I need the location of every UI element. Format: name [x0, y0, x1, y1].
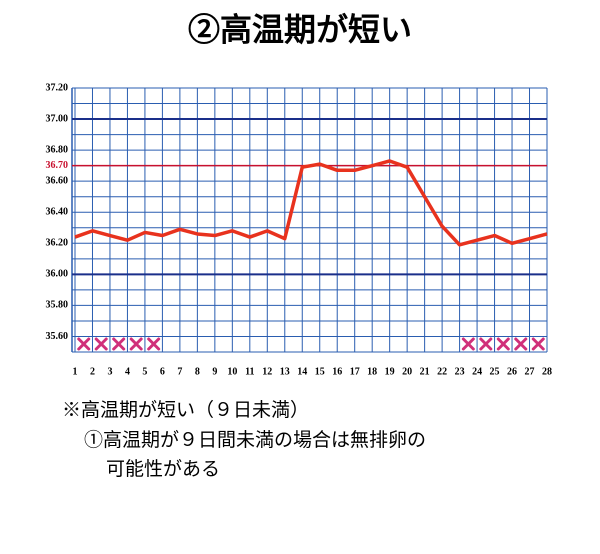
x-tick-label: 11: [245, 366, 254, 377]
cross-mark: [514, 337, 528, 351]
note: ※高温期が短い（９日未満）: [62, 399, 309, 421]
x-tick-label: 12: [262, 366, 272, 377]
x-tick-label: 4: [125, 366, 130, 377]
y-tick-label: 36.60: [46, 175, 69, 186]
x-tick-label: 8: [195, 366, 200, 377]
x-tick-label: 3: [107, 366, 112, 377]
x-tick-label: 9: [212, 366, 217, 377]
cross-mark: [531, 337, 545, 351]
x-tick-label: 24: [472, 366, 482, 377]
x-tick-label: 5: [142, 366, 147, 377]
x-tick-label: 1: [73, 366, 78, 377]
x-tick-label: 6: [160, 366, 165, 377]
x-tick-label: 10: [227, 366, 237, 377]
note: 可能性がある: [106, 458, 220, 480]
y-tick-label: 36.20: [46, 238, 69, 249]
y-tick-label: 36.40: [46, 207, 69, 218]
note: ①高温期が９日間未満の場合は無排卵の: [84, 429, 426, 451]
x-tick-label: 13: [280, 366, 290, 377]
x-tick-label: 20: [402, 366, 412, 377]
x-tick-label: 14: [297, 366, 307, 377]
cross-mark: [129, 337, 143, 351]
x-tick-label: 7: [177, 366, 182, 377]
data-line: [74, 159, 548, 247]
cross-mark: [94, 337, 108, 351]
x-tick-label: 15: [315, 366, 325, 377]
y-tick-label: 35.80: [46, 300, 69, 311]
y-tick-label: 35.60: [46, 331, 69, 342]
x-tick-label: 25: [490, 366, 500, 377]
threshold-label: 36.70: [46, 160, 69, 171]
cross-mark: [112, 337, 126, 351]
x-tick-label: 2: [90, 366, 95, 377]
x-tick-label: 16: [332, 366, 342, 377]
y-tick-label: 36.80: [46, 144, 69, 155]
x-tick-label: 27: [525, 366, 535, 377]
x-tick-label: 18: [367, 366, 377, 377]
x-tick-label: 21: [420, 366, 430, 377]
y-tick-label: 37.20: [46, 82, 69, 93]
cross-mark: [77, 337, 91, 351]
cross-mark: [496, 337, 510, 351]
y-tick-label: 36.00: [46, 269, 69, 280]
cross-mark: [479, 337, 493, 351]
y-tick-label: 37.00: [46, 113, 69, 124]
cross-mark: [147, 337, 161, 351]
x-tick-label: 28: [542, 366, 552, 377]
x-tick-label: 26: [507, 366, 517, 377]
x-tick-label: 17: [350, 366, 360, 377]
x-tick-label: 22: [437, 366, 447, 377]
chart-title: ②高温期が短い: [188, 11, 412, 49]
x-tick-label: 23: [455, 366, 465, 377]
x-tick-label: 19: [385, 366, 395, 377]
cross-mark: [461, 337, 475, 351]
